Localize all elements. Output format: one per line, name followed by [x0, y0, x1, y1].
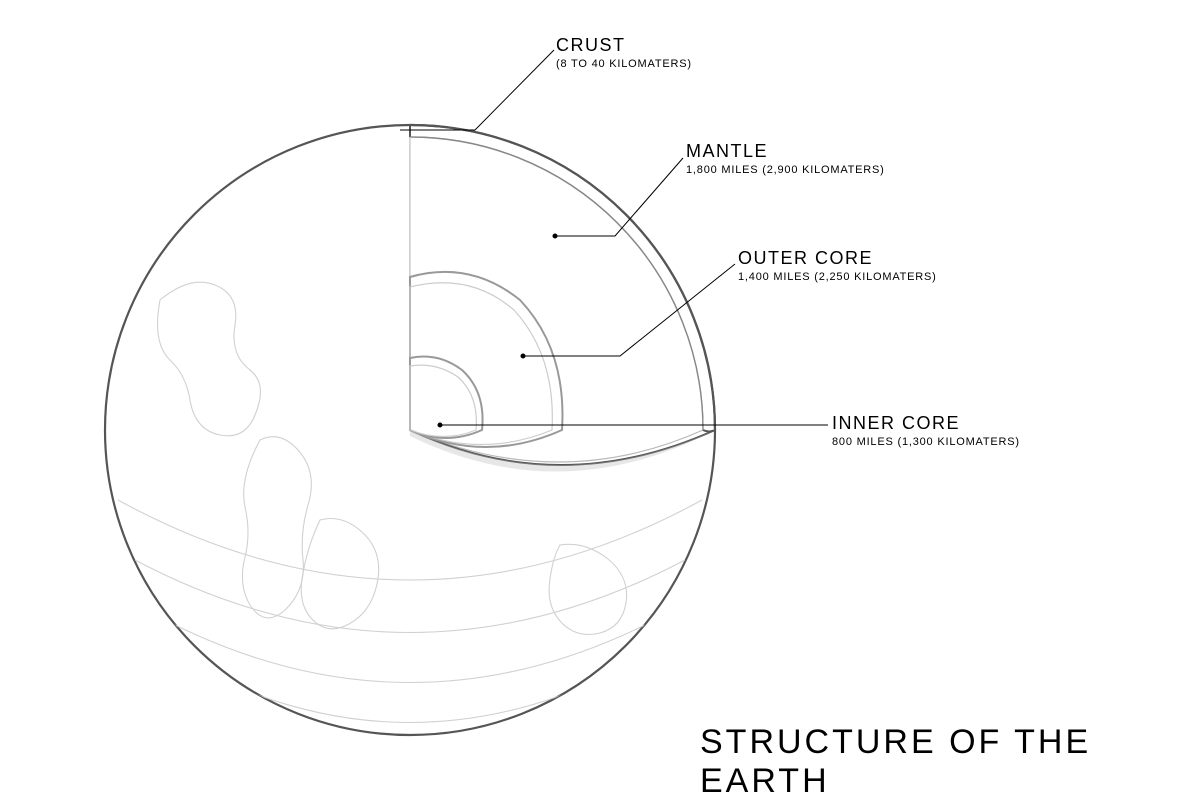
label-inner-core: INNER CORE 800 MILES (1,300 KILOMATERS) [832, 413, 1020, 448]
diagram-title: STRUCTURE OF THE EARTH [700, 723, 1200, 801]
label-mantle: MANTLE 1,800 MILES (2,900 KILOMATERS) [686, 141, 885, 176]
label-outer-core: OUTER CORE 1,400 MILES (2,250 KILOMATERS… [738, 248, 937, 283]
label-inner-core-sub: 800 MILES (1,300 KILOMATERS) [832, 436, 1020, 448]
leader-crust [400, 50, 554, 130]
label-crust-sub: (8 TO 40 KILOMATERS) [556, 58, 692, 70]
label-mantle-title: MANTLE [686, 141, 885, 162]
label-crust-title: CRUST [556, 35, 692, 56]
label-inner-core-title: INNER CORE [832, 413, 1020, 434]
label-outer-core-sub: 1,400 MILES (2,250 KILOMATERS) [738, 271, 937, 283]
earth-structure-diagram [0, 0, 1200, 794]
label-crust: CRUST (8 TO 40 KILOMATERS) [556, 35, 692, 70]
label-outer-core-title: OUTER CORE [738, 248, 937, 269]
label-mantle-sub: 1,800 MILES (2,900 KILOMATERS) [686, 164, 885, 176]
